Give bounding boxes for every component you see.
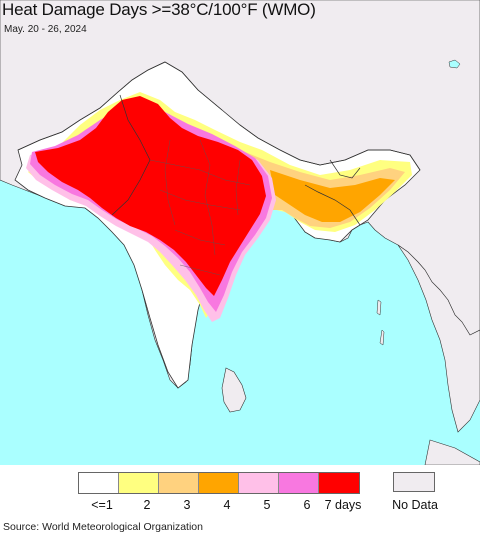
source-credit: Source: World Meteorological Organizatio… [3,521,203,533]
date-range: May. 20 - 26, 2024 [4,24,87,35]
sri-lanka [221,367,247,413]
legend-swatch-4 [199,473,239,493]
state-borders [149,139,251,276]
zone-7-days [35,96,266,296]
sumatra-land [424,439,480,465]
legend-swatch-2 [119,473,159,493]
legend-swatch-7 [319,473,359,493]
map-canvas [0,0,480,465]
legend-label-3: 3 [183,498,191,512]
legend-swatch-6 [279,473,319,493]
legend-label-1: <=1 [91,498,113,512]
zone-4-days [270,170,395,222]
legend-labels: <=1 2 3 4 5 6 7 days [78,498,361,514]
myanmar-coast [397,244,480,433]
legend-label-no-data: No Data [392,498,438,512]
legend-label-7: 7 days [324,498,362,512]
lake-icon [448,59,461,69]
legend-swatch-1 [79,473,119,493]
legend-swatch-no-data [393,472,435,492]
legend-label-4: 4 [223,498,231,512]
legend-swatch-5 [239,473,279,493]
andaman-islands [376,299,385,346]
legend-label-5: 5 [263,498,271,512]
legend-label-6: 6 [303,498,311,512]
legend-swatch-3 [159,473,199,493]
legend-label-2: 2 [143,498,151,512]
legend-color-bar [78,472,360,494]
south-asia-map [0,0,480,465]
map-title: Heat Damage Days >=38°C/100°F (WMO) [2,0,316,19]
